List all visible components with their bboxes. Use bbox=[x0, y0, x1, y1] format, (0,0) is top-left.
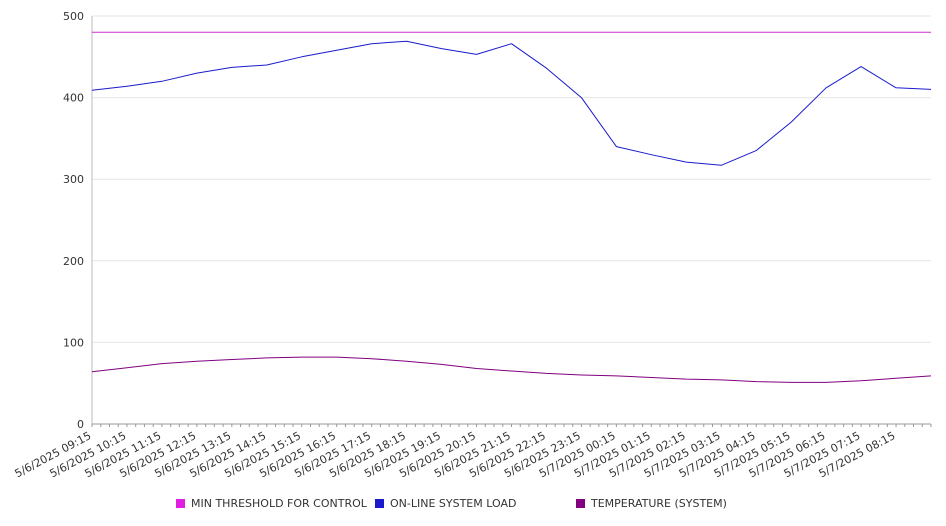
y-tick-label: 0 bbox=[77, 418, 84, 431]
legend-item-temperature[interactable]: TEMPERATURE (SYSTEM) bbox=[576, 497, 727, 510]
legend: MIN THRESHOLD FOR CONTROL ON-LINE SYSTEM… bbox=[0, 497, 946, 517]
x-axis-ticks: 5/6/2025 09:155/6/2025 10:155/6/2025 11:… bbox=[13, 429, 898, 480]
series-line-system-load bbox=[91, 40, 932, 166]
y-axis-ticks: 0 100 200 300 400 500 bbox=[63, 10, 84, 431]
y-tick-label: 100 bbox=[63, 336, 84, 349]
legend-swatch-system-load bbox=[375, 499, 384, 508]
legend-label-min-threshold: MIN THRESHOLD FOR CONTROL bbox=[191, 497, 367, 510]
legend-label-temperature: TEMPERATURE (SYSTEM) bbox=[591, 497, 727, 510]
legend-label-system-load: ON-LINE SYSTEM LOAD bbox=[390, 497, 517, 510]
y-tick-label: 300 bbox=[63, 173, 84, 186]
legend-swatch-min-threshold bbox=[176, 499, 185, 508]
legend-item-system-load[interactable]: ON-LINE SYSTEM LOAD bbox=[375, 497, 516, 510]
axes bbox=[91, 16, 932, 427]
legend-item-min-threshold[interactable]: MIN THRESHOLD FOR CONTROL bbox=[176, 497, 367, 510]
y-tick-label: 200 bbox=[63, 255, 84, 268]
y-tick-label: 500 bbox=[63, 10, 84, 23]
series-lines bbox=[91, 31, 932, 383]
gridlines bbox=[92, 15, 931, 343]
y-tick-label: 400 bbox=[63, 92, 84, 105]
legend-swatch-temperature bbox=[576, 499, 585, 508]
series-line-temperature bbox=[91, 356, 932, 383]
